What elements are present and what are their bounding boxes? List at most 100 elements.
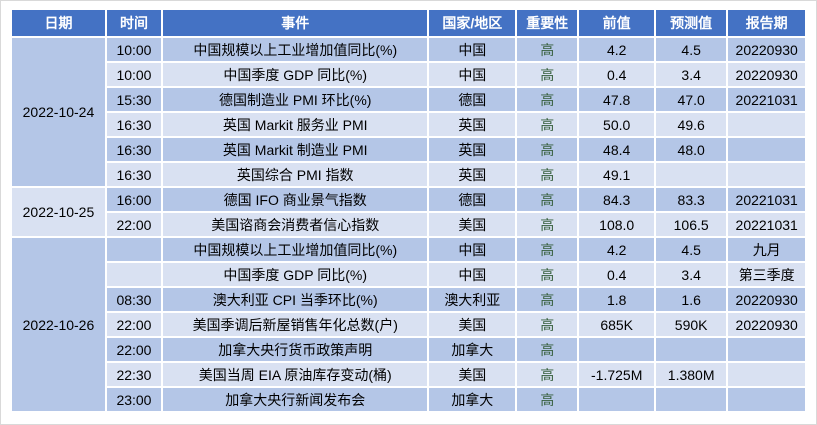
table-row: 22:30 美国当周 EIA 原油库存变动(桶) 美国 高 -1.725M 1.… <box>12 363 805 386</box>
cell-period <box>728 113 805 136</box>
cell-forecast <box>655 163 727 186</box>
cell-importance: 高 <box>517 338 578 361</box>
cell-importance: 高 <box>517 213 578 236</box>
cell-period: 20220930 <box>728 63 805 86</box>
table-row: 22:00 美国谘商会消费者信心指数 美国 高 108.0 106.5 2022… <box>12 213 805 236</box>
cell-country: 中国 <box>429 38 516 61</box>
cell-time: 22:30 <box>106 363 162 386</box>
column-header-importance: 重要性 <box>517 10 578 36</box>
column-header-country: 国家/地区 <box>429 10 516 36</box>
economic-calendar-table: 日期 时间 事件 国家/地区 重要性 前值 预测值 报告期 2022-10-24… <box>10 8 807 413</box>
cell-time <box>106 263 162 286</box>
cell-country: 美国 <box>429 213 516 236</box>
table-row: 2022-10-26 中国规模以上工业增加值同比(%) 中国 高 4.2 4.5… <box>12 238 805 411</box>
cell-forecast: 3.4 <box>655 63 727 86</box>
cell-previous: 1.8 <box>579 288 654 311</box>
cell-period: 20221031 <box>728 188 805 211</box>
cell-period: 20220930 <box>728 288 805 311</box>
cell-time: 16:30 <box>106 138 162 161</box>
cell-event: 中国季度 GDP 同比(%) <box>163 63 428 86</box>
cell-time: 08:30 <box>106 288 162 311</box>
cell-forecast: 83.3 <box>655 188 727 211</box>
cell-event: 中国规模以上工业增加值同比(%) <box>163 238 428 261</box>
table-row: 2022-10-25 16:00 德国 IFO 商业景气指数 德国 高 84.3… <box>12 188 805 236</box>
cell-importance: 高 <box>517 388 578 411</box>
cell-time: 23:00 <box>106 388 162 411</box>
cell-period <box>728 388 805 411</box>
table-body: 2022-10-24 10:00 中国规模以上工业增加值同比(%) 中国 高 4… <box>12 38 805 411</box>
cell-time: 16:30 <box>106 163 162 186</box>
cell-importance: 高 <box>517 88 578 111</box>
table-row: 22:00 美国季调后新屋销售年化总数(户) 美国 高 685K 590K 20… <box>12 313 805 336</box>
cell-country: 美国 <box>429 363 516 386</box>
cell-event: 美国谘商会消费者信心指数 <box>163 213 428 236</box>
cell-forecast: 3.4 <box>655 263 727 286</box>
table-row: 10:00 中国季度 GDP 同比(%) 中国 高 0.4 3.4 202209… <box>12 63 805 86</box>
table-row: 中国季度 GDP 同比(%) 中国 高 0.4 3.4 第三季度 <box>12 263 805 286</box>
table-row: 2022-10-24 10:00 中国规模以上工业增加值同比(%) 中国 高 4… <box>12 38 805 186</box>
cell-time: 10:00 <box>106 38 162 61</box>
cell-importance: 高 <box>517 63 578 86</box>
cell-time: 16:00 <box>106 188 162 211</box>
cell-country: 中国 <box>429 238 516 261</box>
cell-previous: 0.4 <box>579 63 654 86</box>
cell-country: 英国 <box>429 113 516 136</box>
cell-event: 中国季度 GDP 同比(%) <box>163 263 428 286</box>
cell-country: 加拿大 <box>429 338 516 361</box>
table-row: 15:30 德国制造业 PMI 环比(%) 德国 高 47.8 47.0 202… <box>12 88 805 111</box>
cell-importance: 高 <box>517 163 578 186</box>
cell-previous: 685K <box>579 313 654 336</box>
cell-time: 16:30 <box>106 113 162 136</box>
column-header-time: 时间 <box>106 10 162 36</box>
cell-event: 加拿大央行新闻发布会 <box>163 388 428 411</box>
cell-forecast: 47.0 <box>655 88 727 111</box>
cell-previous: 4.2 <box>579 38 654 61</box>
cell-forecast <box>655 388 727 411</box>
cell-country: 美国 <box>429 313 516 336</box>
cell-previous: 48.4 <box>579 138 654 161</box>
cell-event: 英国 Markit 服务业 PMI <box>163 113 428 136</box>
cell-event: 英国 Markit 制造业 PMI <box>163 138 428 161</box>
cell-forecast: 4.5 <box>655 38 727 61</box>
cell-country: 英国 <box>429 138 516 161</box>
column-header-event: 事件 <box>163 10 428 36</box>
cell-forecast: 1.380M <box>655 363 727 386</box>
cell-forecast: 590K <box>655 313 727 336</box>
cell-time: 22:00 <box>106 313 162 336</box>
cell-importance: 高 <box>517 138 578 161</box>
cell-importance: 高 <box>517 188 578 211</box>
table-row: 22:00 加拿大央行货币政策声明 加拿大 高 <box>12 338 805 361</box>
cell-date: 2022-10-25 <box>12 188 105 236</box>
cell-period <box>728 138 805 161</box>
cell-country: 德国 <box>429 188 516 211</box>
cell-forecast: 48.0 <box>655 138 727 161</box>
cell-importance: 高 <box>517 113 578 136</box>
cell-importance: 高 <box>517 38 578 61</box>
cell-previous: 49.1 <box>579 163 654 186</box>
cell-event: 中国规模以上工业增加值同比(%) <box>163 38 428 61</box>
column-header-previous: 前值 <box>579 10 654 36</box>
cell-country: 中国 <box>429 63 516 86</box>
cell-forecast: 1.6 <box>655 288 727 311</box>
cell-previous: 0.4 <box>579 263 654 286</box>
cell-period: 九月 <box>728 238 805 261</box>
column-header-period: 报告期 <box>728 10 805 36</box>
cell-previous: -1.725M <box>579 363 654 386</box>
cell-period <box>728 338 805 361</box>
table-row: 16:30 英国综合 PMI 指数 英国 高 49.1 <box>12 163 805 186</box>
cell-forecast: 4.5 <box>655 238 727 261</box>
cell-period: 20221031 <box>728 213 805 236</box>
cell-previous: 47.8 <box>579 88 654 111</box>
cell-period: 20221031 <box>728 88 805 111</box>
cell-country: 加拿大 <box>429 388 516 411</box>
cell-period <box>728 163 805 186</box>
cell-country: 中国 <box>429 263 516 286</box>
cell-time: 10:00 <box>106 63 162 86</box>
cell-event: 澳大利亚 CPI 当季环比(%) <box>163 288 428 311</box>
cell-event: 德国 IFO 商业景气指数 <box>163 188 428 211</box>
cell-previous: 50.0 <box>579 113 654 136</box>
table-row: 23:00 加拿大央行新闻发布会 加拿大 高 <box>12 388 805 411</box>
cell-period <box>728 363 805 386</box>
cell-event: 加拿大央行货币政策声明 <box>163 338 428 361</box>
cell-date: 2022-10-26 <box>12 238 105 411</box>
